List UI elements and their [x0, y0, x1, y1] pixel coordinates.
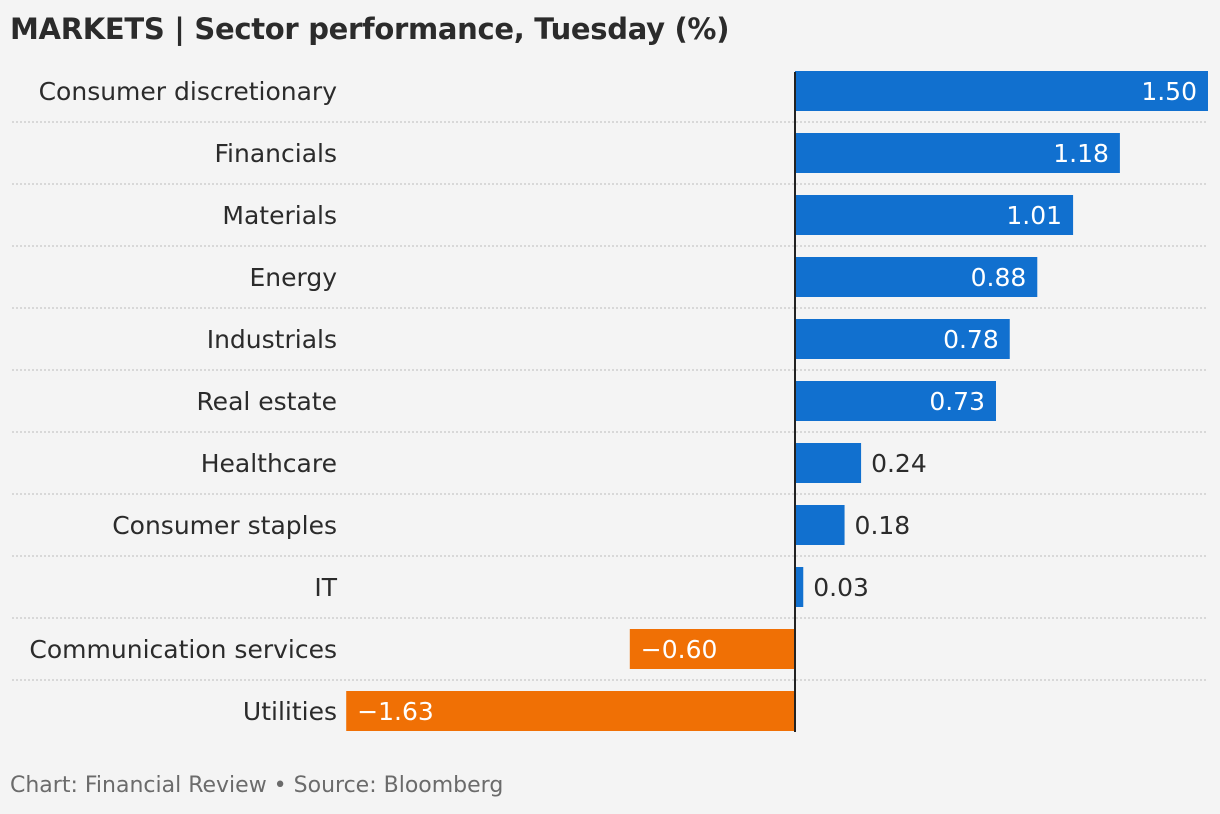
category-label: Financials — [215, 139, 338, 168]
category-label: Communication services — [29, 635, 337, 664]
bar — [795, 443, 862, 483]
value-label: 0.73 — [929, 387, 985, 416]
value-label: 1.01 — [1006, 201, 1062, 230]
category-label: Consumer staples — [112, 511, 337, 540]
category-label: Utilities — [243, 697, 337, 726]
bar — [795, 567, 804, 607]
bar — [795, 71, 1208, 111]
value-label: 0.78 — [943, 325, 999, 354]
category-label: Consumer discretionary — [39, 77, 338, 106]
value-label: −0.60 — [641, 635, 718, 664]
bar — [795, 381, 996, 421]
chart-title: MARKETS | Sector performance, Tuesday (%… — [10, 12, 730, 46]
value-label: 0.03 — [813, 573, 869, 602]
category-label: IT — [314, 573, 337, 602]
category-label: Real estate — [196, 387, 337, 416]
category-label: Industrials — [207, 325, 337, 354]
bar — [346, 691, 795, 731]
category-label: Healthcare — [201, 449, 337, 478]
bar — [795, 505, 845, 545]
bar — [795, 133, 1120, 173]
bar — [629, 629, 795, 669]
chart-footer: Chart: Financial Review • Source: Bloomb… — [10, 773, 504, 798]
category-label: Materials — [222, 201, 337, 230]
value-label: 0.18 — [855, 511, 911, 540]
value-label: 1.50 — [1141, 77, 1197, 106]
value-label: 0.88 — [971, 263, 1027, 292]
value-label: −1.63 — [357, 697, 434, 726]
bar — [795, 195, 1074, 235]
bar — [795, 319, 1010, 359]
bar — [795, 257, 1038, 297]
value-label: 0.24 — [871, 449, 927, 478]
category-label: Energy — [249, 263, 337, 292]
value-label: 1.18 — [1053, 139, 1109, 168]
